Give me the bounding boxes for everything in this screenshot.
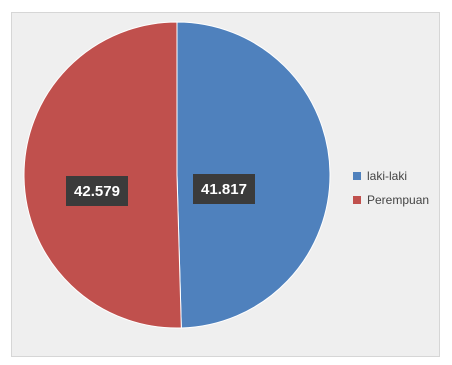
legend-item-laki-laki: laki-laki xyxy=(353,169,429,183)
legend-swatch-laki-laki xyxy=(353,172,361,180)
data-label-laki-laki: 41.817 xyxy=(201,181,247,198)
legend-swatch-perempuan xyxy=(353,196,361,204)
legend-label-perempuan: Perempuan xyxy=(367,193,430,207)
data-label-box-perempuan xyxy=(66,176,128,206)
pie-slice-perempuan xyxy=(23,21,182,329)
pie-chart: 41.817 42.579 xyxy=(23,21,331,329)
legend-item-perempuan: Perempuan xyxy=(353,193,429,207)
legend-label-laki-laki: laki-laki xyxy=(367,169,408,183)
legend: laki-laki Perempuan xyxy=(353,169,429,207)
data-label-box-laki-laki xyxy=(193,174,255,204)
data-label-perempuan: 42.579 xyxy=(74,183,120,200)
chart-area: 41.817 42.579 laki-laki Perempuan xyxy=(11,12,440,357)
